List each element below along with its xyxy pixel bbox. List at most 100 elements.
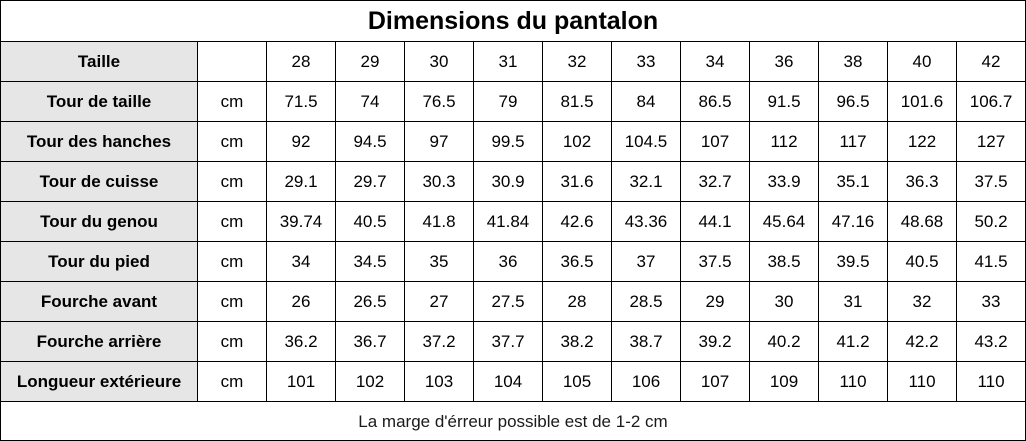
- measurement-row: Tour du pied cm 34 34.5 35 36 36.5 37 37.5 38.5 39…: [0, 241, 1026, 282]
- unit-cell: cm: [197, 121, 267, 162]
- measurement-row: Tour des hanches cm 92 94.5 97 99.5 102 104.5 10…: [0, 121, 1026, 162]
- value-cell: 45.64: [749, 201, 819, 242]
- value-cell: 35.1: [818, 161, 888, 202]
- value-cell: 38.5: [749, 241, 819, 282]
- value-cell: 110: [955, 361, 1026, 402]
- value-cell: 28: [542, 281, 612, 322]
- value-cell: 29.7: [335, 161, 405, 202]
- value-cell: 38: [818, 41, 888, 82]
- value-cell: 37.5: [955, 161, 1026, 202]
- value-cell: 32.1: [611, 161, 681, 202]
- value-cell: 36.2: [266, 321, 336, 362]
- value-cell: 104: [473, 361, 543, 402]
- value-cell: 26: [266, 281, 336, 322]
- value-cell: 110: [887, 361, 957, 402]
- value-cell: 117: [818, 121, 888, 162]
- value-cell: 86.5: [680, 81, 750, 122]
- value-cell: 38.2: [542, 321, 612, 362]
- value-cell: 36.7: [335, 321, 405, 362]
- value-cell: 32: [542, 41, 612, 82]
- measurement-row: Fourche avant cm 26 26.5 27 27.5 28 28.5 29 30 31 3…: [0, 281, 1026, 322]
- value-cell: 30.3: [404, 161, 474, 202]
- value-cell: 42.6: [542, 201, 612, 242]
- value-cell: 107: [680, 121, 750, 162]
- value-cell: 101.6: [887, 81, 957, 122]
- value-cell: 92: [266, 121, 336, 162]
- value-cell: 37.5: [680, 241, 750, 282]
- value-cell: 102: [335, 361, 405, 402]
- row-label: Tour du genou: [0, 201, 198, 242]
- value-cell: 33: [611, 41, 681, 82]
- value-cell: 43.36: [611, 201, 681, 242]
- value-cell: 39.74: [266, 201, 336, 242]
- value-cell: 29: [335, 41, 405, 82]
- value-cell: 40.2: [749, 321, 819, 362]
- row-label: Taille: [0, 41, 198, 82]
- value-cell: 34: [266, 241, 336, 282]
- value-cell: 39.2: [680, 321, 750, 362]
- value-cell: 106.7: [955, 81, 1026, 122]
- row-label: Fourche avant: [0, 281, 198, 322]
- value-cell: 105: [542, 361, 612, 402]
- unit-cell: cm: [197, 161, 267, 202]
- value-cell: 28.5: [611, 281, 681, 322]
- value-cell: 37.7: [473, 321, 543, 362]
- measurement-row: Longueur extérieure cm 101 102 103 104 105 106 1…: [0, 361, 1026, 402]
- unit-cell: cm: [197, 321, 267, 362]
- value-cell: 36.5: [542, 241, 612, 282]
- value-cell: 35: [404, 241, 474, 282]
- error-margin-note: La marge d'érreur possible est de 1-2 cm: [0, 401, 1026, 441]
- value-cell: 42: [955, 41, 1026, 82]
- value-cell: 74: [335, 81, 405, 122]
- value-cell: 31: [818, 281, 888, 322]
- value-cell: 43.2: [955, 321, 1026, 362]
- value-cell: 107: [680, 361, 750, 402]
- unit-cell: cm: [197, 281, 267, 322]
- header-row-taille: Taille 28 29 30 31 32 33 34 36 38 40 42: [0, 41, 1026, 82]
- value-cell: 91.5: [749, 81, 819, 122]
- value-cell: 104.5: [611, 121, 681, 162]
- value-cell: 101: [266, 361, 336, 402]
- value-cell: 41.84: [473, 201, 543, 242]
- value-cell: 48.68: [887, 201, 957, 242]
- value-cell: 96.5: [818, 81, 888, 122]
- unit-cell: cm: [197, 361, 267, 402]
- value-cell: 106: [611, 361, 681, 402]
- value-cell: 84: [611, 81, 681, 122]
- row-label: Tour du pied: [0, 241, 198, 282]
- value-cell: 36.3: [887, 161, 957, 202]
- title-row: Dimensions du pantalon: [0, 0, 1026, 42]
- value-cell: 32.7: [680, 161, 750, 202]
- value-cell: 41.5: [955, 241, 1026, 282]
- value-cell: 41.8: [404, 201, 474, 242]
- unit-cell: [197, 41, 267, 82]
- unit-cell: cm: [197, 241, 267, 282]
- value-cell: 94.5: [335, 121, 405, 162]
- value-cell: 47.16: [818, 201, 888, 242]
- row-label: Tour de cuisse: [0, 161, 198, 202]
- value-cell: 42.2: [887, 321, 957, 362]
- value-cell: 28: [266, 41, 336, 82]
- value-cell: 40: [887, 41, 957, 82]
- measurement-row: Tour de cuisse cm 29.1 29.7 30.3 30.9 31.6 32.1…: [0, 161, 1026, 202]
- value-cell: 76.5: [404, 81, 474, 122]
- value-cell: 50.2: [955, 201, 1026, 242]
- value-cell: 29: [680, 281, 750, 322]
- value-cell: 31: [473, 41, 543, 82]
- value-cell: 31.6: [542, 161, 612, 202]
- unit-cell: cm: [197, 201, 267, 242]
- value-cell: 33: [955, 281, 1026, 322]
- value-cell: 30: [404, 41, 474, 82]
- value-cell: 38.7: [611, 321, 681, 362]
- value-cell: 26.5: [335, 281, 405, 322]
- value-cell: 44.1: [680, 201, 750, 242]
- value-cell: 112: [749, 121, 819, 162]
- value-cell: 41.2: [818, 321, 888, 362]
- value-cell: 39.5: [818, 241, 888, 282]
- value-cell: 40.5: [887, 241, 957, 282]
- value-cell: 27: [404, 281, 474, 322]
- value-cell: 29.1: [266, 161, 336, 202]
- value-cell: 81.5: [542, 81, 612, 122]
- value-cell: 122: [887, 121, 957, 162]
